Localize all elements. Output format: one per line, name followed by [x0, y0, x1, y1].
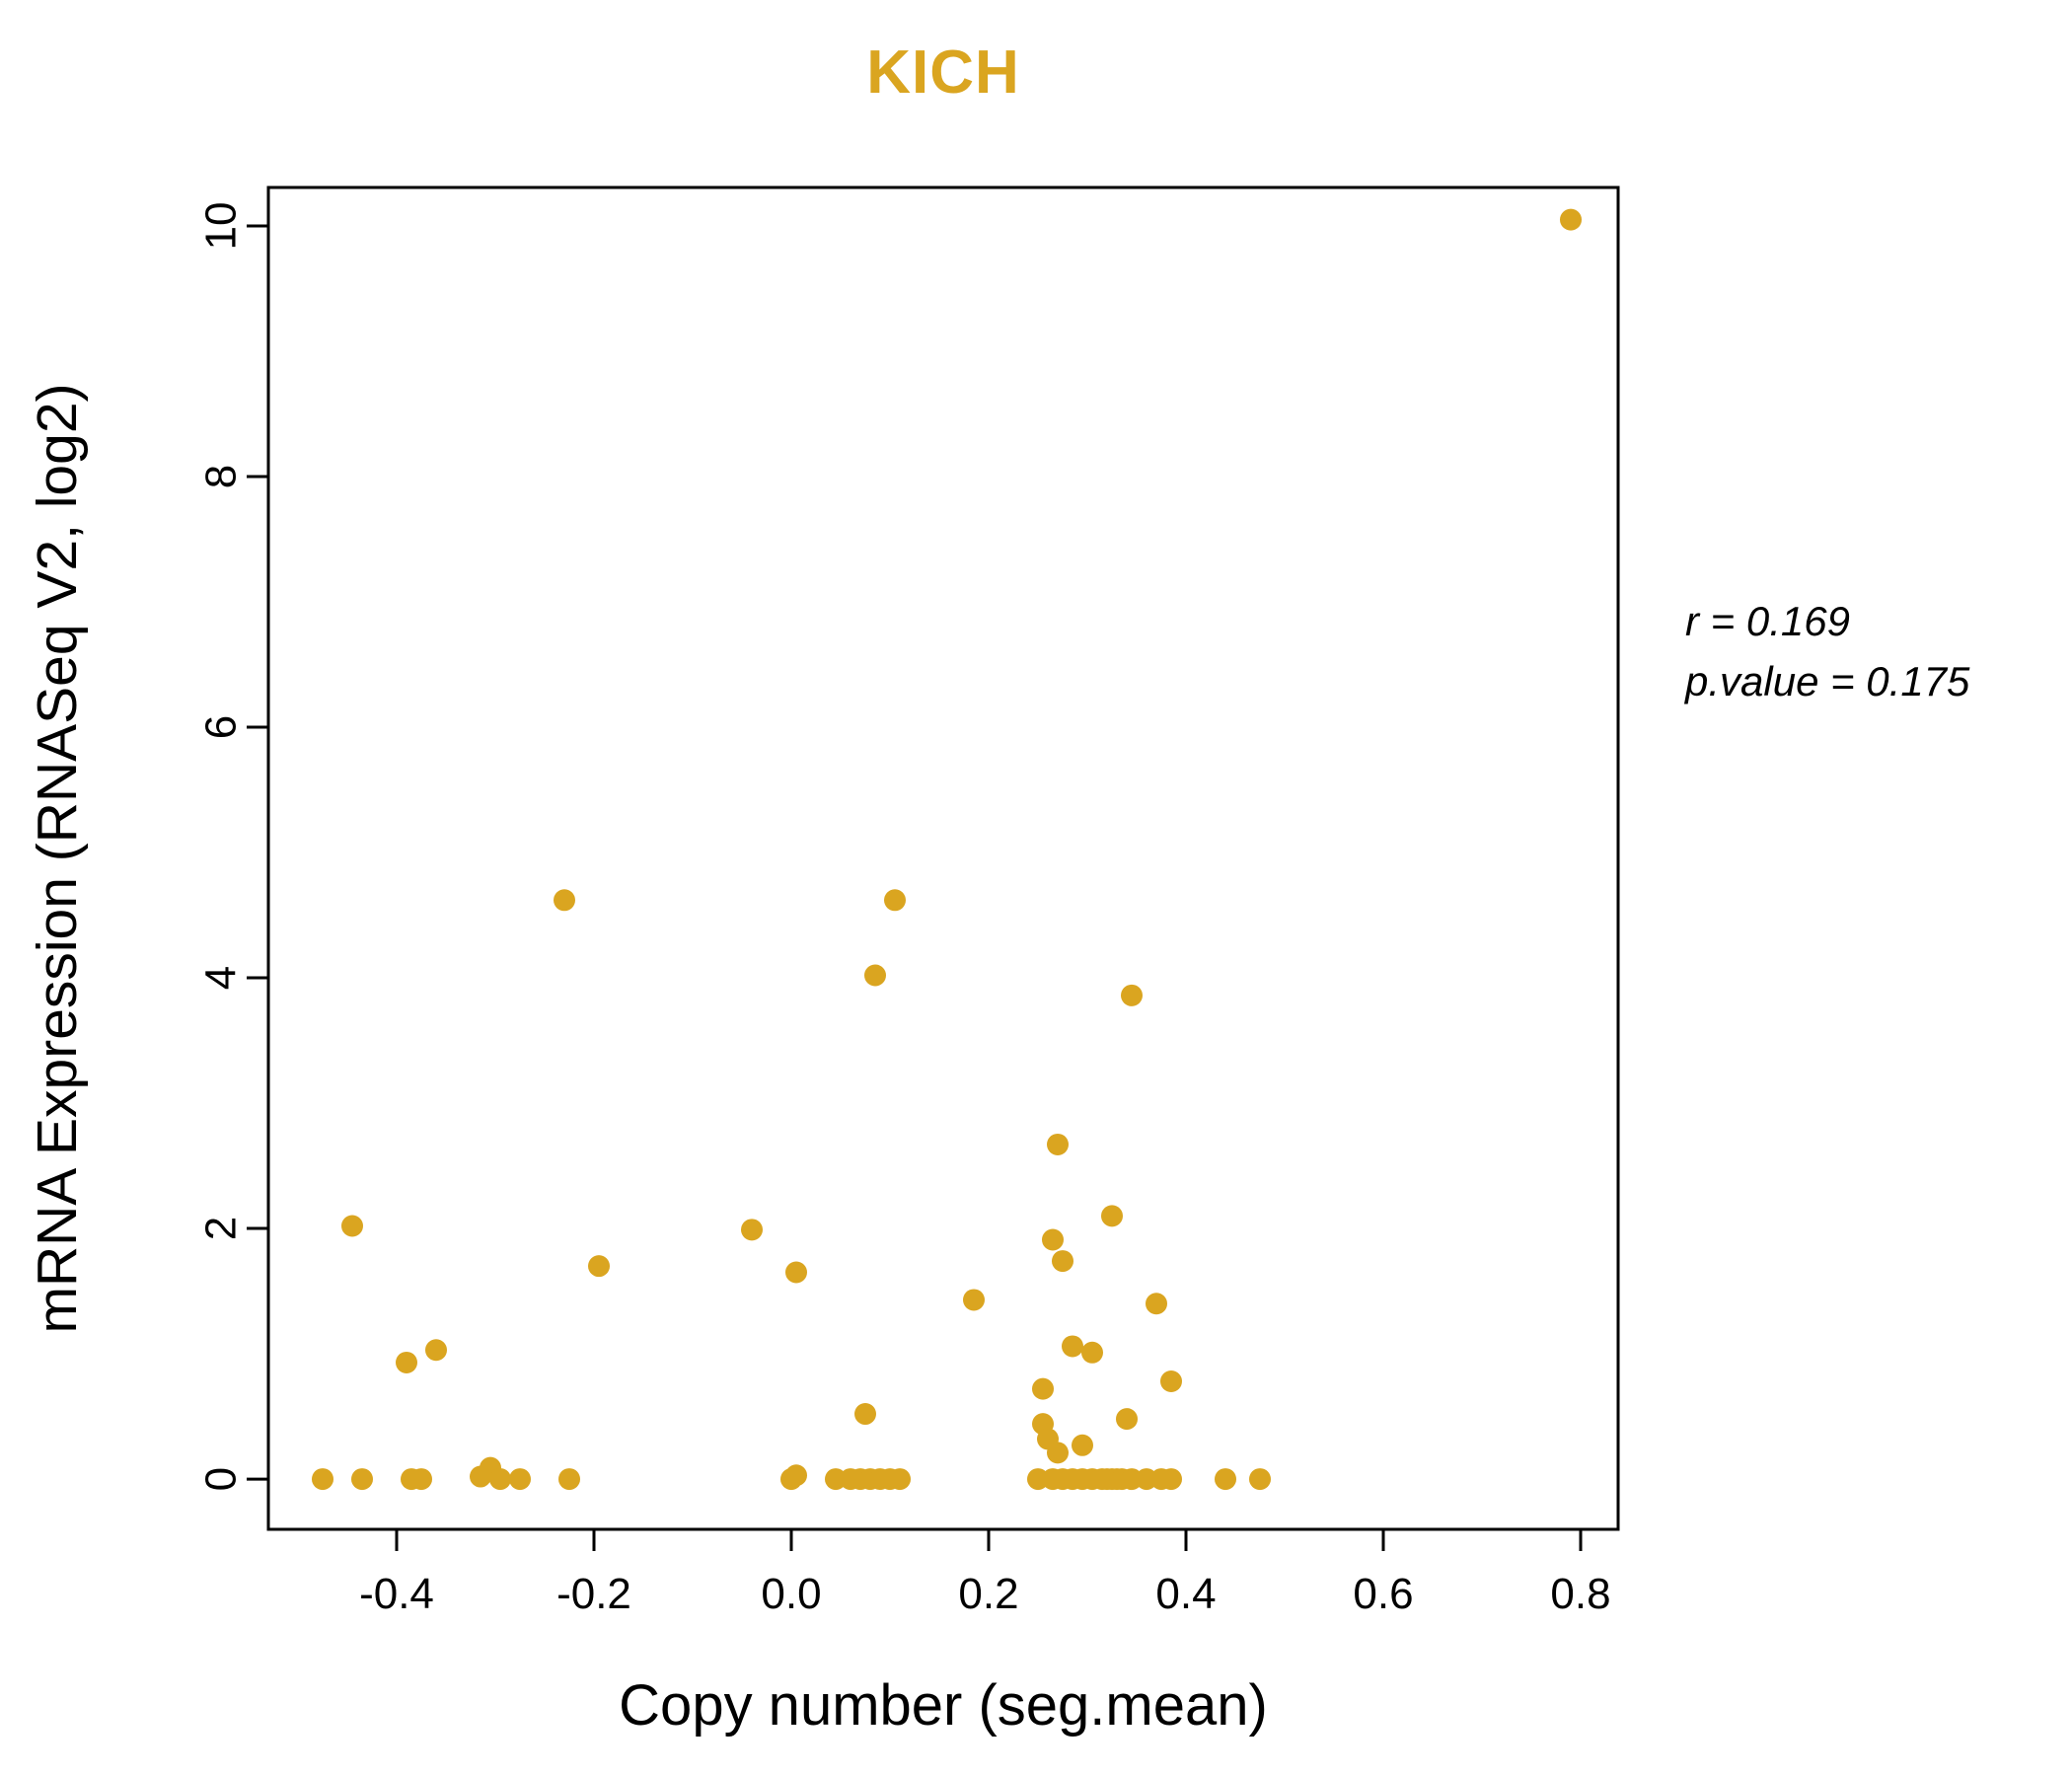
correlation-annotation: r = 0.169 p.value = 0.175 — [1685, 592, 1969, 712]
x-tick-label: 0.0 — [761, 1570, 821, 1618]
data-point — [1052, 1250, 1073, 1273]
x-tick-label: 0.4 — [1155, 1570, 1216, 1618]
data-point — [1101, 1205, 1123, 1227]
y-tick-label: 4 — [197, 966, 246, 990]
data-point — [351, 1468, 373, 1491]
data-point — [1249, 1468, 1271, 1491]
data-point — [1160, 1370, 1182, 1393]
data-point — [963, 1289, 985, 1311]
data-point — [341, 1215, 363, 1237]
y-tick-label: 6 — [197, 715, 246, 739]
x-tick-label: -0.4 — [359, 1570, 434, 1618]
plot-border — [266, 185, 1620, 1531]
data-point — [1047, 1133, 1069, 1155]
data-point — [588, 1255, 610, 1278]
data-point — [1116, 1408, 1138, 1431]
p-value-text: p.value = 0.175 — [1685, 657, 1970, 704]
data-point — [1160, 1468, 1182, 1491]
data-point — [1047, 1442, 1069, 1464]
data-point — [1121, 984, 1143, 1006]
x-axis-label: Copy number (seg.mean) — [619, 1673, 1268, 1738]
data-point — [1072, 1434, 1093, 1456]
y-tick-label: 10 — [197, 202, 246, 251]
data-point — [554, 889, 575, 912]
data-point — [854, 1403, 876, 1426]
data-point — [1032, 1377, 1054, 1400]
y-tick-label: 2 — [197, 1217, 246, 1240]
y-axis-label: mRNA Expression (RNASeq V2, log2) — [26, 383, 89, 1334]
data-point — [396, 1351, 417, 1373]
data-point — [785, 1261, 807, 1284]
y-tick-label: 8 — [197, 465, 246, 488]
y-tick-label: 0 — [197, 1467, 246, 1491]
data-point — [425, 1339, 447, 1362]
data-point — [1215, 1468, 1236, 1491]
data-point — [1146, 1293, 1167, 1315]
x-tick-label: 0.2 — [958, 1570, 1018, 1618]
data-point — [489, 1468, 511, 1491]
data-point — [558, 1468, 580, 1491]
data-point — [785, 1464, 807, 1487]
data-point — [1062, 1335, 1083, 1358]
data-point — [1042, 1228, 1064, 1251]
x-tick-label: 0.6 — [1353, 1570, 1413, 1618]
data-point — [312, 1468, 333, 1491]
data-point — [1081, 1341, 1103, 1364]
data-point — [509, 1468, 531, 1491]
data-point — [889, 1468, 911, 1491]
chart-title: KICH — [866, 38, 1020, 107]
x-tick-label: 0.8 — [1550, 1570, 1610, 1618]
x-tick-label: -0.2 — [556, 1570, 631, 1618]
data-point — [1560, 208, 1582, 231]
r-value-text: r = 0.169 — [1685, 598, 1850, 644]
data-point — [864, 964, 886, 987]
data-point — [741, 1219, 763, 1241]
data-point — [884, 889, 906, 912]
data-point — [410, 1468, 432, 1491]
